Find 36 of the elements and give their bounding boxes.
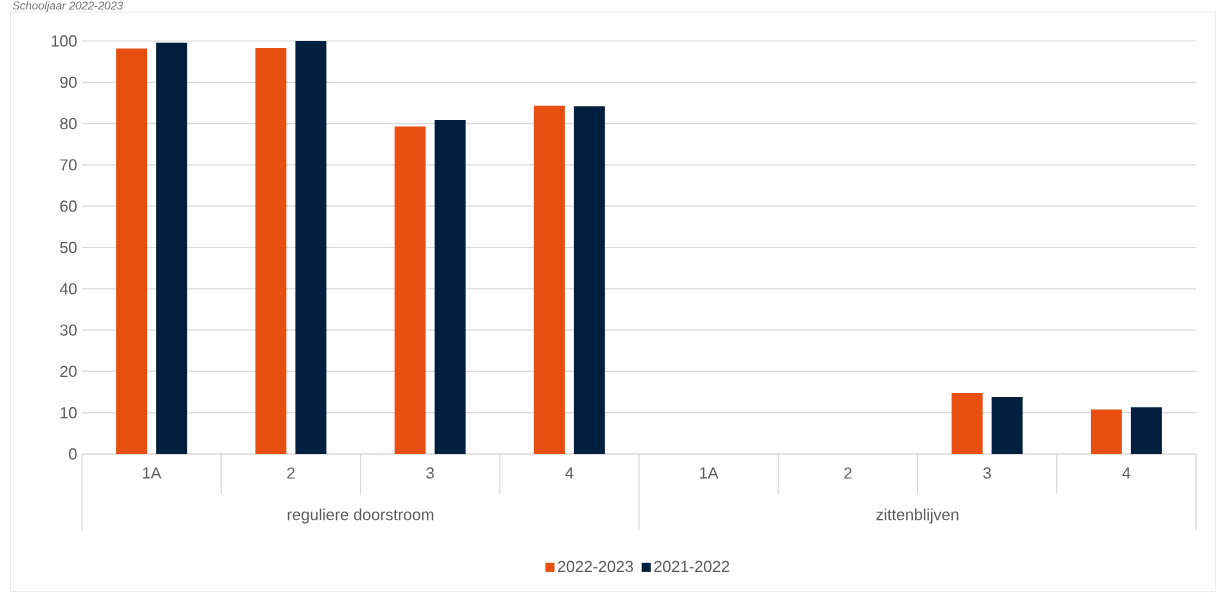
y-tick-label: 90 bbox=[60, 76, 77, 88]
chart-title: Schooljaar 2022-2023 bbox=[12, 1, 124, 12]
y-tick-label: 80 bbox=[60, 117, 77, 130]
legend-label: 2022-2023 bbox=[557, 560, 633, 573]
x-tick-label: 3 bbox=[983, 467, 991, 479]
y-tick-label: 100 bbox=[51, 35, 77, 47]
bar bbox=[394, 126, 426, 454]
y-tick-label: 30 bbox=[60, 324, 77, 336]
x-tick-label: 2 bbox=[287, 467, 295, 479]
x-tick-label: 1A bbox=[143, 467, 162, 479]
y-tick-label: 60 bbox=[60, 200, 77, 212]
y-tick-label: 50 bbox=[60, 241, 77, 254]
bar bbox=[991, 397, 1023, 454]
bar bbox=[951, 392, 983, 454]
y-tick-label: 0 bbox=[69, 448, 77, 460]
x-tick-label: 1A bbox=[700, 467, 719, 479]
y-tick-label: 10 bbox=[60, 407, 77, 419]
legend-label: 2021-2022 bbox=[654, 560, 730, 573]
x-tick-label: 4 bbox=[565, 467, 574, 479]
bar bbox=[295, 40, 327, 454]
bar bbox=[116, 48, 148, 454]
bar bbox=[434, 119, 466, 454]
y-tick-label: 70 bbox=[60, 159, 77, 171]
bar bbox=[1090, 409, 1122, 454]
y-tick-label: 20 bbox=[60, 365, 77, 378]
text: reguliere doorstroom bbox=[287, 508, 434, 524]
bar bbox=[255, 48, 287, 454]
x-tick-label: 2 bbox=[844, 467, 852, 479]
x-tick-label: 3 bbox=[426, 467, 434, 479]
text: zittenblijven bbox=[876, 508, 959, 524]
y-tick-label: 40 bbox=[59, 283, 77, 295]
x-tick-label: 4 bbox=[1122, 467, 1131, 479]
bar bbox=[156, 42, 188, 454]
bar bbox=[573, 106, 605, 454]
bar bbox=[1130, 407, 1162, 454]
bar bbox=[533, 105, 565, 454]
